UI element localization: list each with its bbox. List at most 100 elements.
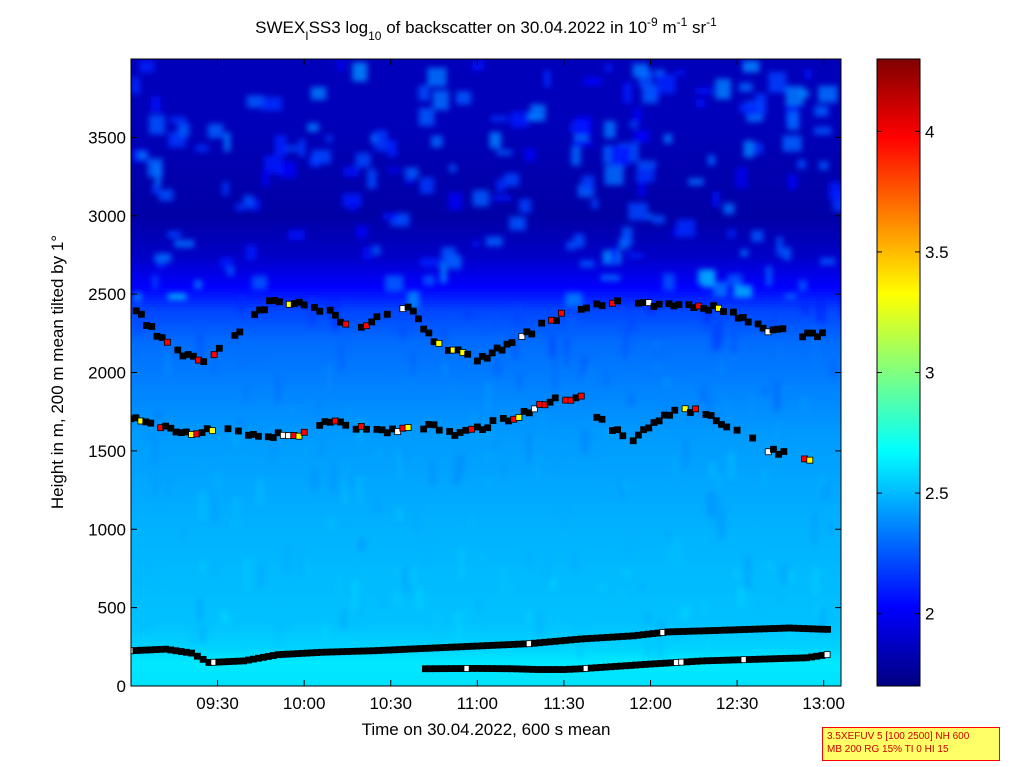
- heatmap-band: [131, 265, 841, 270]
- heatmap-streak: [493, 423, 497, 451]
- cloud-marker: [712, 417, 720, 425]
- heatmap-patch: [814, 105, 829, 117]
- cloud-marker: [558, 309, 565, 317]
- heatmap-streak: [718, 507, 726, 539]
- heatmap-streak: [734, 569, 741, 581]
- heatmap-streak: [265, 385, 274, 399]
- heatmap-band: [131, 579, 841, 584]
- heatmap-band: [131, 174, 841, 179]
- colorbar-tick-label: 4: [925, 122, 934, 141]
- heatmap-band: [131, 378, 841, 383]
- heatmap-streak: [674, 537, 681, 568]
- heatmap-patch: [510, 111, 528, 128]
- heatmap-patch: [195, 145, 209, 152]
- cloud-marker: [383, 429, 391, 437]
- heatmap-streak: [703, 325, 708, 333]
- heatmap-band: [131, 391, 841, 396]
- heatmap-band: [131, 388, 841, 392]
- heatmap-band: [131, 275, 841, 280]
- cloud-marker: [566, 665, 574, 673]
- heatmap-band: [131, 300, 841, 305]
- heatmap-patch: [307, 123, 319, 132]
- cloud-marker: [572, 665, 579, 673]
- heatmap-band: [131, 588, 841, 593]
- colorbar-tick-label: 3.5: [925, 243, 949, 262]
- cloud-marker: [224, 425, 232, 433]
- heatmap-patch: [418, 108, 435, 127]
- cloud-marker: [199, 655, 207, 663]
- heatmap-patch: [496, 149, 512, 156]
- heatmap-patch: [723, 203, 735, 215]
- heatmap-streak: [132, 450, 137, 472]
- heatmap-patch: [765, 266, 772, 286]
- heatmap-streak: [552, 358, 557, 391]
- heatmap-patch: [148, 114, 166, 135]
- heatmap-streak: [817, 301, 824, 322]
- heatmap-streak: [450, 312, 455, 323]
- heatmap-streak: [297, 553, 304, 579]
- heatmap-streak: [236, 418, 244, 428]
- heatmap-streak: [152, 468, 158, 496]
- info-line-2: MB 200 RG 15% TI 0 HI 15: [827, 744, 949, 755]
- heatmap-patch: [652, 215, 665, 224]
- heatmap-streak: [627, 394, 635, 406]
- heatmap-patch: [738, 82, 753, 92]
- colorbar-ticks: 2 2.5 3 3.5 4: [877, 122, 949, 624]
- heatmap-patch: [131, 77, 140, 95]
- heatmap-patch: [496, 178, 505, 192]
- cloud-marker: [619, 432, 627, 440]
- heatmap-band: [131, 65, 841, 70]
- cloud-marker: [464, 350, 472, 358]
- heatmap-band: [131, 74, 841, 79]
- x-tick-label: 09:30: [196, 694, 239, 713]
- heatmap-streak: [395, 566, 401, 577]
- heatmap-band: [131, 406, 841, 411]
- heatmap-streak: [490, 311, 499, 325]
- heatmap-streak: [602, 428, 610, 437]
- heatmap-streak: [572, 547, 578, 572]
- heatmap-band: [131, 682, 841, 686]
- heatmap-streak: [471, 626, 477, 646]
- heatmap-patch: [472, 190, 489, 207]
- heatmap-band: [131, 472, 841, 477]
- heatmap-patch: [504, 173, 520, 187]
- cloud-marker: [158, 334, 166, 341]
- x-tick-label: 13:00: [802, 694, 845, 713]
- heatmap-patch: [671, 229, 681, 236]
- heatmap-band: [131, 338, 841, 342]
- heatmap-patch: [814, 126, 832, 135]
- heatmap-streak: [603, 370, 609, 388]
- heatmap-band: [131, 363, 841, 367]
- heatmap-band: [131, 171, 841, 176]
- heatmap-patch: [262, 169, 269, 187]
- heatmap-streak: [773, 379, 781, 411]
- heatmap-streak: [699, 538, 706, 546]
- heatmap-band: [131, 80, 841, 85]
- heatmap-patch: [310, 86, 327, 100]
- heatmap-streak: [778, 344, 784, 369]
- cloud-marker: [671, 406, 679, 414]
- heatmap-patch: [583, 77, 602, 86]
- heatmap-streak: [276, 619, 281, 650]
- heatmap-streak: [536, 453, 540, 483]
- heatmap-patch: [579, 260, 595, 268]
- heatmap-streak: [231, 427, 240, 447]
- heatmap-streak: [357, 596, 364, 622]
- heatmap-band: [131, 585, 841, 590]
- heatmap-streak: [709, 462, 717, 479]
- heatmap-patch: [633, 108, 642, 124]
- heatmap-patch: [133, 292, 142, 302]
- heatmap-patch: [223, 132, 231, 152]
- heatmap-patch: [485, 236, 503, 247]
- heatmap-band: [131, 146, 841, 151]
- cloud-marker: [189, 352, 197, 360]
- heatmap-patch: [167, 231, 181, 239]
- chart-title: SWEXISS3 log10 of backscatter on 30.04.2…: [255, 15, 717, 43]
- heatmap-streak: [598, 583, 606, 591]
- cloud-marker: [720, 308, 727, 315]
- heatmap-band: [131, 463, 841, 468]
- heatmap-streak: [328, 516, 334, 530]
- cloud-marker: [645, 424, 653, 432]
- heatmap-patch: [274, 135, 287, 157]
- heatmap-band: [131, 71, 841, 76]
